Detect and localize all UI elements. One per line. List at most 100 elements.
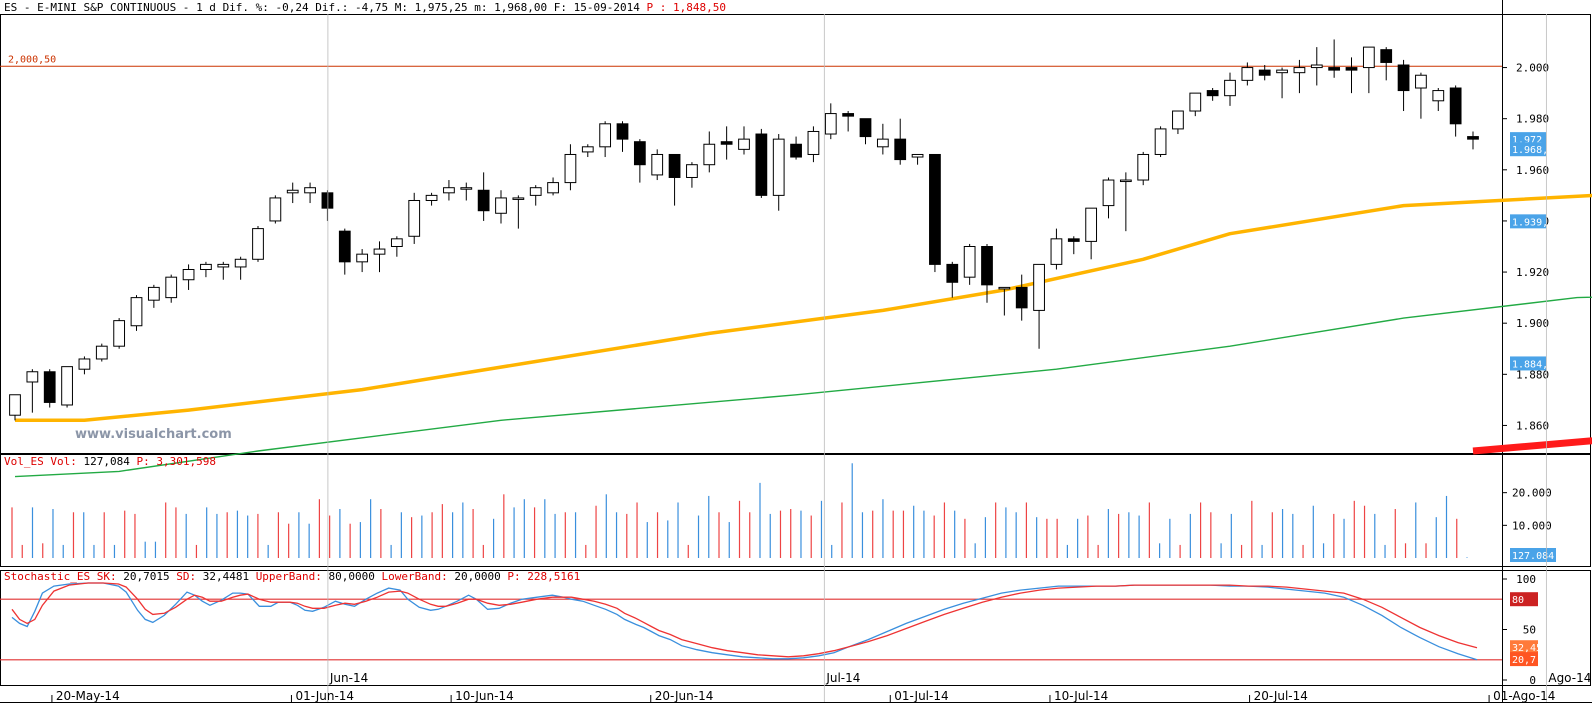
candle bbox=[1380, 47, 1393, 81]
candle bbox=[859, 118, 872, 145]
date-label: 10-Jun-14 bbox=[455, 689, 514, 703]
candle bbox=[495, 190, 507, 224]
date-label: 01-Jun-14 bbox=[295, 689, 354, 703]
candle bbox=[356, 249, 369, 273]
candle-body bbox=[200, 263, 212, 271]
date-label: 10-Jul-14 bbox=[1054, 689, 1108, 703]
candle-body bbox=[755, 133, 768, 196]
date-label: F: bbox=[553, 1, 568, 14]
pointer-label: P : bbox=[646, 1, 667, 14]
candle-body bbox=[1015, 286, 1028, 309]
candle-body bbox=[356, 253, 369, 263]
price-tick-label: 1.920 bbox=[1516, 266, 1549, 279]
candle bbox=[1449, 85, 1462, 137]
candle-body bbox=[477, 189, 490, 212]
candle-body bbox=[1467, 136, 1479, 140]
candle-body bbox=[929, 153, 941, 265]
stoch-tick-label: 0 bbox=[1529, 674, 1536, 687]
date-label: 20-Jun-14 bbox=[655, 689, 714, 703]
candle bbox=[547, 177, 559, 196]
price-value-tag bbox=[1510, 214, 1546, 229]
candle bbox=[703, 131, 716, 173]
candle bbox=[390, 236, 403, 257]
candle bbox=[807, 126, 820, 163]
candle bbox=[1172, 110, 1184, 135]
volume-pointer-label: P: bbox=[136, 455, 150, 468]
ma-line-fast bbox=[15, 193, 1592, 423]
candle bbox=[147, 284, 160, 308]
upperband-value: 80,0000 bbox=[328, 570, 375, 583]
month-label: Jul-14 bbox=[825, 671, 860, 685]
candle bbox=[1432, 88, 1445, 112]
candle-body bbox=[703, 143, 716, 166]
candle-body bbox=[9, 394, 21, 416]
candle-body bbox=[1293, 67, 1306, 74]
candle-body bbox=[772, 138, 785, 196]
candle bbox=[443, 180, 455, 201]
dif-pct-label: Dif. %: bbox=[222, 1, 269, 14]
candle bbox=[1102, 177, 1115, 219]
timeframe-label: 1 d bbox=[196, 1, 216, 14]
candle bbox=[1415, 72, 1427, 119]
volume-vol-label: Vol: bbox=[50, 455, 77, 468]
price-value-tag bbox=[1510, 142, 1546, 157]
stochastic-header: Stochastic_ES SK: 20,7015 SD: 32,4481 Up… bbox=[4, 570, 580, 583]
candle bbox=[842, 111, 855, 132]
candle bbox=[1137, 151, 1150, 186]
candle-body bbox=[807, 130, 820, 155]
candle bbox=[946, 261, 959, 298]
candle bbox=[998, 286, 1011, 316]
price-tick-label: 1.960 bbox=[1516, 164, 1549, 177]
candle bbox=[130, 295, 143, 331]
stoch-value-tag-label: 80 bbox=[1512, 595, 1524, 606]
candle-body bbox=[1328, 67, 1341, 71]
candle-body bbox=[1380, 49, 1393, 63]
candle bbox=[9, 394, 21, 421]
candle-body bbox=[1449, 87, 1462, 125]
candle bbox=[963, 243, 976, 285]
candle bbox=[408, 192, 421, 244]
candle-body bbox=[234, 258, 247, 268]
sd-label: SD: bbox=[176, 570, 197, 583]
candle-body bbox=[165, 276, 178, 299]
stoch-value-tag bbox=[1510, 640, 1538, 655]
stoch-pointer-value: 228,5161 bbox=[527, 570, 581, 583]
stoch-value-tag-label: 32,45 bbox=[1512, 643, 1542, 654]
candle-body bbox=[113, 320, 126, 347]
candle bbox=[564, 144, 577, 191]
candle-body bbox=[1137, 153, 1150, 181]
price-tick-label: 2.000 bbox=[1516, 62, 1549, 75]
candle-body bbox=[1224, 79, 1236, 97]
candle bbox=[78, 356, 91, 375]
stoch-value-tag bbox=[1510, 592, 1538, 607]
date-label: 20-Jul-14 bbox=[1254, 689, 1308, 703]
candle-body bbox=[842, 113, 855, 117]
min-label: m: bbox=[474, 1, 488, 14]
candle bbox=[911, 153, 924, 165]
symbol-label: ES - E-MINI S&P CONTINUOUS - bbox=[4, 1, 197, 14]
candle-body bbox=[1241, 67, 1254, 81]
candle-body bbox=[1050, 238, 1063, 265]
candle-body bbox=[321, 192, 334, 209]
month-label: Ago-14 bbox=[1548, 671, 1591, 685]
candle bbox=[1085, 207, 1098, 260]
candle-body bbox=[130, 297, 143, 327]
volume-pointer-value: 3,301,598 bbox=[156, 455, 216, 468]
stoch-tick-label: 100 bbox=[1516, 573, 1536, 586]
price-value-tag-label: 1.884,25 bbox=[1512, 359, 1560, 370]
candle bbox=[720, 126, 733, 160]
candle bbox=[512, 195, 525, 229]
price-header: ES - E-MINI S&P CONTINUOUS - 1 d Dif. %:… bbox=[4, 1, 726, 14]
candle bbox=[286, 182, 299, 204]
candle-body bbox=[564, 153, 577, 184]
candle-body bbox=[686, 164, 698, 178]
candle bbox=[269, 195, 282, 224]
max-value: 1,975,25 bbox=[414, 1, 468, 14]
candle-body bbox=[633, 141, 646, 166]
price-value-tag bbox=[1510, 356, 1546, 371]
sk-label: SK: bbox=[96, 570, 117, 583]
candle-body bbox=[1362, 46, 1375, 69]
date-label: 01-Ago-14 bbox=[1493, 689, 1555, 703]
candle-body bbox=[859, 118, 872, 138]
